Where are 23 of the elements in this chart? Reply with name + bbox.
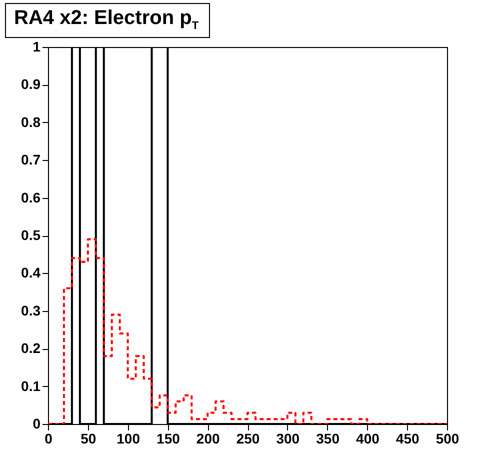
y-tick-label: 0.1: [21, 378, 41, 394]
x-tick-label: 100: [116, 430, 140, 446]
y-tick-label: 0: [32, 416, 41, 432]
x-tick-label: 300: [276, 430, 300, 446]
y-tick-label: 0.9: [21, 76, 41, 92]
y-tick-label: 0.6: [21, 189, 41, 206]
x-tick-label: 350: [316, 430, 340, 446]
y-tick-label: 1: [32, 38, 41, 54]
y-tick-label: 0.7: [21, 152, 41, 168]
x-tick-label: 500: [436, 430, 460, 446]
y-tick-label: 0.3: [21, 302, 41, 318]
x-tick-label: 200: [196, 430, 220, 446]
x-tick-label: 0: [44, 430, 53, 446]
chart-title: RA4 x2: Electron p$_{T}$: [5, 3, 210, 38]
y-tick-label: 0.8: [21, 114, 41, 130]
x-tick-label: 150: [156, 430, 180, 446]
x-tick-label: 450: [396, 430, 420, 446]
y-tick-label: 0.5: [21, 227, 41, 243]
x-tick-label: 50: [80, 430, 96, 446]
y-tick-label: 0.4: [21, 264, 41, 281]
y-tick-label: 0.2: [21, 340, 41, 356]
x-tick-label: 250: [236, 430, 260, 446]
x-tick-label: 400: [356, 430, 380, 446]
